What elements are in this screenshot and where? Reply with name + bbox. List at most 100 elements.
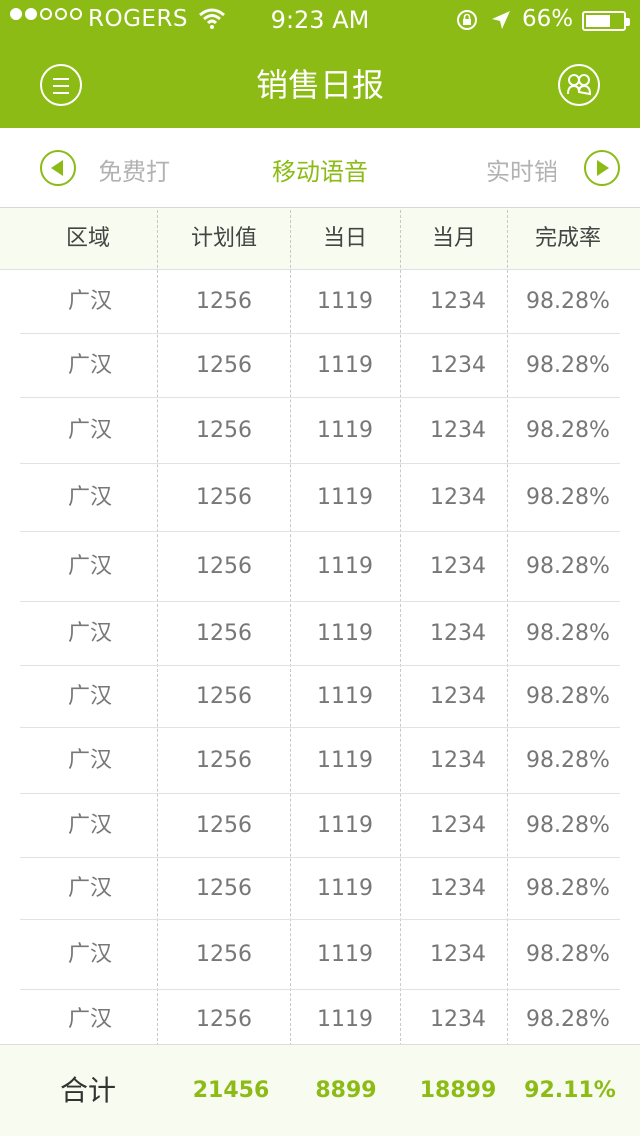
cell-region: 广汉: [67, 942, 112, 967]
column-header-region: 区域: [65, 226, 110, 251]
tab-prev[interactable]: 免费打: [100, 158, 170, 186]
table-row[interactable]: 广汉 1256 1119 1234 98.28%: [0, 666, 640, 728]
page-title: 销售日报: [255, 66, 384, 104]
tab-active[interactable]: 移动语音: [272, 158, 368, 186]
row-divider: [20, 601, 620, 602]
cell-month: 1234: [430, 1007, 486, 1032]
battery-percentage: 66%: [522, 6, 574, 32]
cell-region: 广汉: [67, 876, 112, 901]
cell-plan: 1256: [196, 554, 252, 579]
location-arrow-icon: [492, 11, 510, 29]
cell-region: 广汉: [67, 621, 112, 646]
table-row[interactable]: 广汉 1256 1119 1234 98.28%: [0, 602, 640, 666]
cell-day: 1119: [317, 813, 373, 838]
users-button[interactable]: [558, 64, 600, 106]
cell-region: 广汉: [67, 1007, 112, 1032]
table-row[interactable]: 广汉 1256 1119 1234 98.28%: [0, 728, 640, 794]
cell-day: 1119: [317, 621, 373, 646]
cell-day: 1119: [317, 942, 373, 967]
row-divider: [20, 333, 620, 334]
cell-month: 1234: [430, 942, 486, 967]
cell-rate: 98.28%: [526, 554, 610, 579]
table-row[interactable]: 广汉 1256 1119 1234 98.28%: [0, 270, 640, 334]
cell-month: 1234: [430, 289, 486, 314]
cell-day: 1119: [317, 418, 373, 443]
cell-day: 1119: [317, 353, 373, 378]
cell-plan: 1256: [196, 748, 252, 773]
table-row[interactable]: 广汉 1256 1119 1234 98.28%: [0, 858, 640, 920]
cell-region: 广汉: [67, 813, 112, 838]
total-rate: 92.11%: [524, 1078, 616, 1103]
signal-strength-icon: [10, 8, 85, 20]
cell-day: 1119: [317, 684, 373, 709]
cell-rate: 98.28%: [526, 748, 610, 773]
cell-region: 广汉: [67, 485, 112, 510]
cell-plan: 1256: [196, 485, 252, 510]
table-row[interactable]: 广汉 1256 1119 1234 98.28%: [0, 532, 640, 602]
cell-rate: 98.28%: [526, 289, 610, 314]
cell-month: 1234: [430, 813, 486, 838]
status-time: 9:23 AM: [270, 6, 370, 34]
next-tab-button[interactable]: [584, 150, 620, 186]
menu-button[interactable]: [40, 64, 82, 106]
cell-day: 1119: [317, 554, 373, 579]
table-row[interactable]: 广汉 1256 1119 1234 98.28%: [0, 990, 640, 1044]
cell-region: 广汉: [67, 684, 112, 709]
cell-rate: 98.28%: [526, 813, 610, 838]
cell-day: 1119: [317, 485, 373, 510]
tab-next[interactable]: 实时销: [486, 158, 556, 186]
cell-rate: 98.28%: [526, 942, 610, 967]
status-bar: ROGERS 9:23 AM 66%: [0, 0, 640, 40]
cell-month: 1234: [430, 353, 486, 378]
table-body[interactable]: 广汉 1256 1119 1234 98.28% 广汉 1256 1119 1234 98.28%…: [0, 270, 640, 1044]
cell-day: 1119: [317, 289, 373, 314]
total-month: 18899: [419, 1078, 497, 1103]
app-header: ROGERS 9:23 AM 66% 销售日报: [0, 0, 640, 128]
table-row[interactable]: 广汉 1256 1119 1234 98.28%: [0, 794, 640, 858]
cell-region: 广汉: [67, 748, 112, 773]
total-plan: 21456: [192, 1078, 270, 1103]
total-day: 8899: [315, 1078, 377, 1103]
cell-month: 1234: [430, 418, 486, 443]
cell-rate: 98.28%: [526, 418, 610, 443]
cell-month: 1234: [430, 748, 486, 773]
cell-region: 广汉: [67, 554, 112, 579]
cell-month: 1234: [430, 485, 486, 510]
row-divider: [20, 919, 620, 920]
cell-rate: 98.28%: [526, 876, 610, 901]
prev-tab-button[interactable]: [40, 150, 76, 186]
table-row[interactable]: 广汉 1256 1119 1234 98.28%: [0, 334, 640, 398]
carrier-name: ROGERS: [88, 6, 189, 32]
row-divider: [20, 727, 620, 728]
category-tabbar: 免费打 移动语音 实时销: [0, 128, 640, 208]
cell-month: 1234: [430, 621, 486, 646]
cell-plan: 1256: [196, 1007, 252, 1032]
cell-month: 1234: [430, 684, 486, 709]
row-divider: [20, 531, 620, 532]
cell-region: 广汉: [67, 418, 112, 443]
table-row[interactable]: 广汉 1256 1119 1234 98.28%: [0, 464, 640, 532]
cell-plan: 1256: [196, 621, 252, 646]
cell-region: 广汉: [67, 353, 112, 378]
cell-plan: 1256: [196, 813, 252, 838]
cell-plan: 1256: [196, 353, 252, 378]
column-header-plan: 计划值: [190, 226, 257, 251]
column-header-day: 当日: [322, 226, 367, 251]
chevron-right-icon: [597, 160, 609, 176]
cell-plan: 1256: [196, 942, 252, 967]
users-icon: [567, 74, 592, 96]
table-row[interactable]: 广汉 1256 1119 1234 98.28%: [0, 398, 640, 464]
cell-month: 1234: [430, 554, 486, 579]
table-total-row: 合计 21456 8899 18899 92.11%: [0, 1044, 640, 1136]
row-divider: [20, 397, 620, 398]
column-divider: [157, 210, 158, 1046]
cell-rate: 98.28%: [526, 621, 610, 646]
column-header-rate: 完成率: [534, 226, 601, 251]
total-label: 合计: [59, 1074, 116, 1107]
table-row[interactable]: 广汉 1256 1119 1234 98.28%: [0, 920, 640, 990]
row-divider: [20, 857, 620, 858]
cell-day: 1119: [317, 748, 373, 773]
table-header: 区域 计划值 当日 当月 完成率: [0, 208, 640, 270]
cell-rate: 98.28%: [526, 485, 610, 510]
row-divider: [20, 793, 620, 794]
